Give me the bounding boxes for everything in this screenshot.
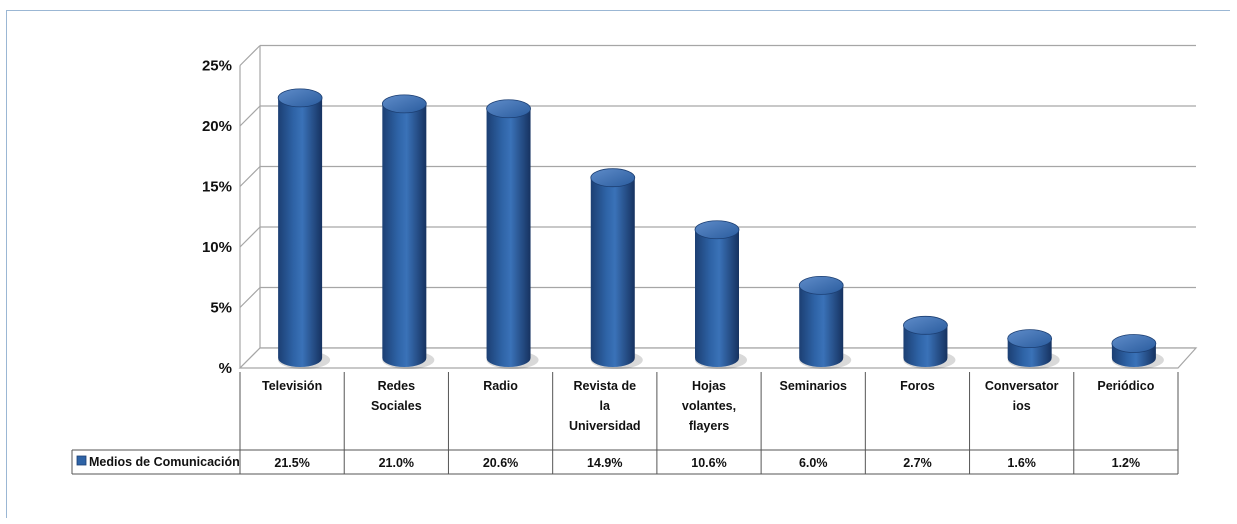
y-tick-label: 15% [202,179,232,196]
bar-top [381,94,427,114]
bar [381,94,435,369]
gridline-depth [239,287,261,308]
bar-body [695,229,739,367]
bar-top [798,275,844,295]
category-label: Sociales [371,399,422,413]
category-label: volantes, [682,399,736,413]
gridline-depth [239,166,261,187]
data-label: 10.6% [691,456,726,470]
gridline-depth [239,105,261,127]
bar-top [1007,329,1053,349]
bar [277,88,331,369]
bar-top [694,220,740,240]
y-axis-ticks: % 5% 10% 15% 20% 25% [202,58,232,378]
data-table: Televisión Redes Sociales Radio Revista de la… [71,372,1179,475]
bar-body [590,177,635,367]
data-label: 21.5% [274,456,309,470]
bar-body [278,97,323,367]
y-tick-label: 5% [210,300,232,317]
category-label: Radio [483,379,518,393]
bar [1111,334,1164,369]
category-label: Conversator [985,379,1059,393]
bar-body [382,103,427,368]
y-tick-label: 25% [202,58,232,75]
data-label: 1.6% [1007,456,1036,470]
data-label: 21.0% [379,456,414,470]
data-label: 6.0% [799,456,828,470]
bar [798,275,852,369]
bar-body [903,325,948,367]
bar-body [799,285,844,367]
data-label: 20.6% [483,456,518,470]
category-label: flayers [689,419,729,433]
bars-layer [277,88,1164,369]
data-label: 14.9% [587,456,622,470]
gridline-depth [239,45,261,66]
bar-top [486,99,531,119]
category-label: Revista de [574,379,637,393]
bar-top [1111,334,1157,353]
y-tick-label: 10% [202,239,232,256]
category-label: Redes [378,379,416,393]
bar-body [486,108,531,368]
category-label: Seminarios [780,379,847,393]
data-label: 2.7% [903,456,932,470]
chart-frame [6,10,1230,518]
bar-top [277,88,323,108]
category-label: Periódico [1097,379,1154,393]
bar-top [903,315,948,335]
bar [486,99,539,369]
gridline-depth [239,226,261,248]
bar [694,220,747,369]
bar [903,315,956,369]
bar-top [590,168,636,188]
category-label: Hojas [692,379,726,393]
category-label: ios [1013,399,1031,413]
category-label: Foros [900,379,935,393]
category-label: la [600,399,611,413]
legend-series-name: Medios de Comunicación [89,455,240,469]
bar [1007,329,1060,369]
y-tick-label: 20% [202,118,232,135]
category-label: Universidad [569,419,641,433]
category-label: Televisión [262,379,322,393]
legend-key [76,455,87,466]
bar [590,168,643,369]
y-tick-label: % [219,360,232,377]
data-label: 1.2% [1112,456,1141,470]
